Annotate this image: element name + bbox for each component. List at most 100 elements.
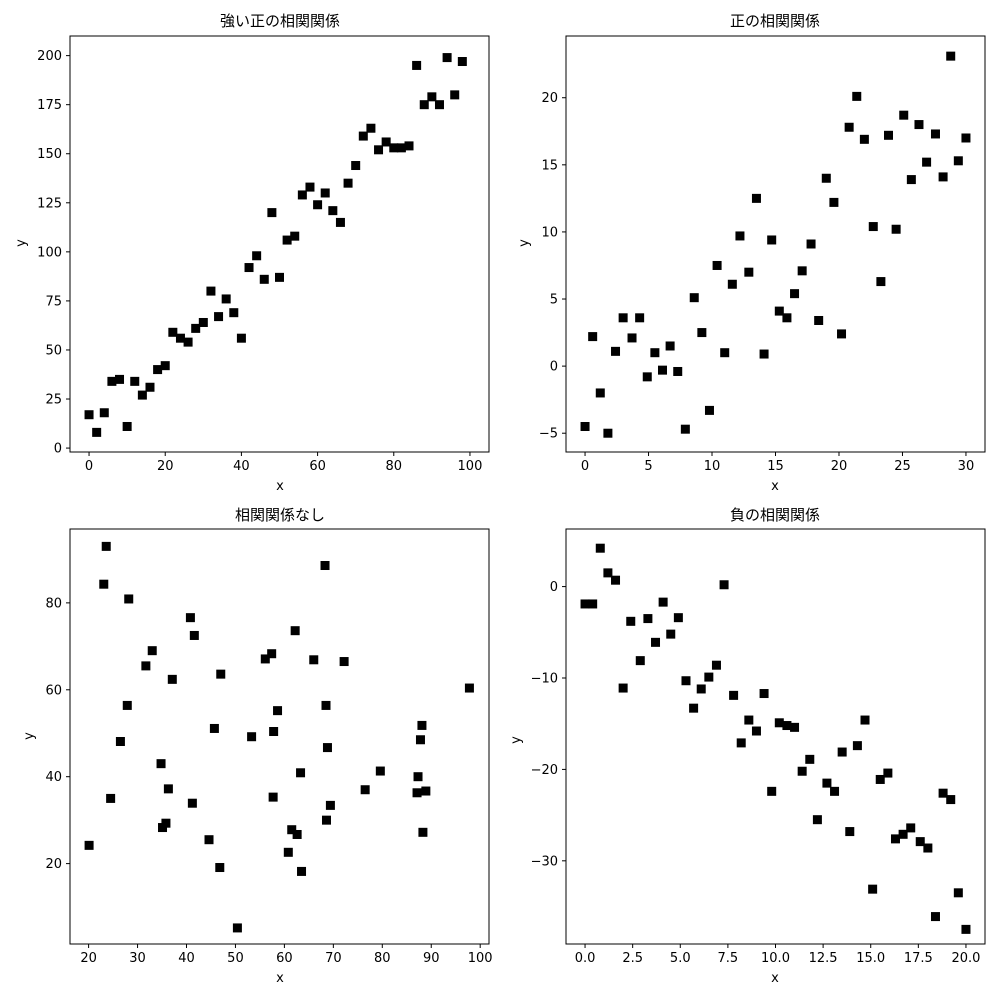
data-point xyxy=(751,193,761,203)
data-point xyxy=(106,793,116,803)
x-tick-label: 10.0 xyxy=(761,951,790,966)
x-tick-label: 20 xyxy=(831,459,848,474)
data-point xyxy=(681,676,691,686)
data-point xyxy=(729,690,739,700)
data-point xyxy=(812,815,822,825)
data-point xyxy=(914,120,924,130)
data-point xyxy=(137,390,147,400)
x-tick-label: 40 xyxy=(178,951,195,966)
data-point xyxy=(719,580,729,590)
data-point xyxy=(413,772,423,782)
data-point xyxy=(822,778,832,788)
data-point xyxy=(168,327,178,337)
data-point xyxy=(84,840,94,850)
data-point xyxy=(160,361,170,371)
data-point xyxy=(884,130,894,140)
plot-area: 0 5 10 15 20 25 30 −5 0 5 10 15 20 xyxy=(539,35,986,474)
data-point xyxy=(626,616,636,626)
data-point xyxy=(961,133,971,143)
x-tick-label: 60 xyxy=(309,459,326,474)
data-point xyxy=(381,137,391,147)
data-point xyxy=(580,599,590,609)
data-point xyxy=(774,718,784,728)
data-point xyxy=(366,123,376,133)
data-point xyxy=(215,863,225,873)
y-tick-label: 15 xyxy=(541,158,558,173)
data-point xyxy=(875,774,885,784)
y-axis-label: y xyxy=(22,732,37,740)
data-point xyxy=(852,91,862,101)
data-point xyxy=(697,328,707,338)
x-tick-label: 0.0 xyxy=(575,951,596,966)
data-point xyxy=(844,122,854,132)
data-point xyxy=(204,835,214,845)
data-point xyxy=(442,53,452,63)
data-point xyxy=(790,289,800,299)
y-axis-label: y xyxy=(14,239,29,247)
data-point xyxy=(635,656,645,666)
y-tick-label: 125 xyxy=(37,196,62,211)
data-point xyxy=(930,129,940,139)
y-tick-label: 10 xyxy=(541,225,558,240)
axes-frame xyxy=(69,528,490,945)
y-tick-label: −10 xyxy=(531,671,558,686)
data-point xyxy=(946,795,956,805)
data-point xyxy=(711,660,721,670)
y-tick-label: 150 xyxy=(37,147,62,162)
data-point xyxy=(321,815,331,825)
y-tick-label: 20 xyxy=(45,857,62,872)
data-point xyxy=(175,333,185,343)
x-axis-label: x xyxy=(276,479,284,494)
x-tick-label: 25 xyxy=(894,459,911,474)
data-point xyxy=(595,543,605,553)
y-tick-label: 200 xyxy=(37,49,62,64)
data-point xyxy=(320,188,330,198)
data-point xyxy=(187,798,197,808)
y-tick-label: 40 xyxy=(45,770,62,785)
y-tick-label: 0 xyxy=(550,360,558,375)
data-point xyxy=(759,349,769,359)
data-point xyxy=(696,684,706,694)
subplot-strong-positive: 強い正の相関関係 x y 0 20 40 60 80 100 0 25 50 75 100 125 15… xyxy=(14,12,490,494)
data-point xyxy=(412,60,422,70)
data-point xyxy=(290,231,300,241)
y-tick-label: 25 xyxy=(45,393,62,408)
data-point xyxy=(790,722,800,732)
data-point xyxy=(651,637,661,647)
plot-area: 20 30 40 50 60 70 80 90 100 20 40 60 80 xyxy=(45,528,493,966)
data-point xyxy=(859,134,869,144)
data-point xyxy=(450,90,460,100)
x-tick-label: 15.0 xyxy=(856,951,885,966)
data-point xyxy=(99,408,109,418)
data-point xyxy=(611,575,621,585)
data-point xyxy=(418,827,428,837)
data-point xyxy=(287,825,297,835)
data-point xyxy=(206,286,216,296)
data-point xyxy=(275,272,284,282)
data-point xyxy=(321,700,331,710)
data-point xyxy=(650,348,660,358)
y-tick-label: 0 xyxy=(54,442,62,457)
x-tick-label: 30 xyxy=(129,951,146,966)
y-tick-label: −20 xyxy=(531,763,558,778)
data-point xyxy=(946,51,956,61)
data-point xyxy=(101,541,111,551)
data-point xyxy=(603,428,613,438)
x-tick-label: 2.5 xyxy=(622,951,643,966)
data-point xyxy=(198,317,208,327)
subplot-no-correlation: 相関関係なし x y 20 30 40 50 60 70 80 90 100 20 40 60 80 xyxy=(22,506,493,986)
data-point xyxy=(915,837,925,847)
data-point xyxy=(322,743,332,753)
data-point xyxy=(214,312,224,322)
data-point xyxy=(876,277,886,287)
data-point xyxy=(145,382,155,392)
data-point xyxy=(229,308,239,318)
data-point xyxy=(938,172,948,182)
data-point xyxy=(735,231,745,241)
data-point xyxy=(267,208,277,218)
chart-title: 負の相関関係 xyxy=(730,506,820,524)
data-point xyxy=(99,579,109,589)
data-point xyxy=(267,649,277,659)
data-point xyxy=(309,655,319,665)
data-point xyxy=(141,661,151,671)
